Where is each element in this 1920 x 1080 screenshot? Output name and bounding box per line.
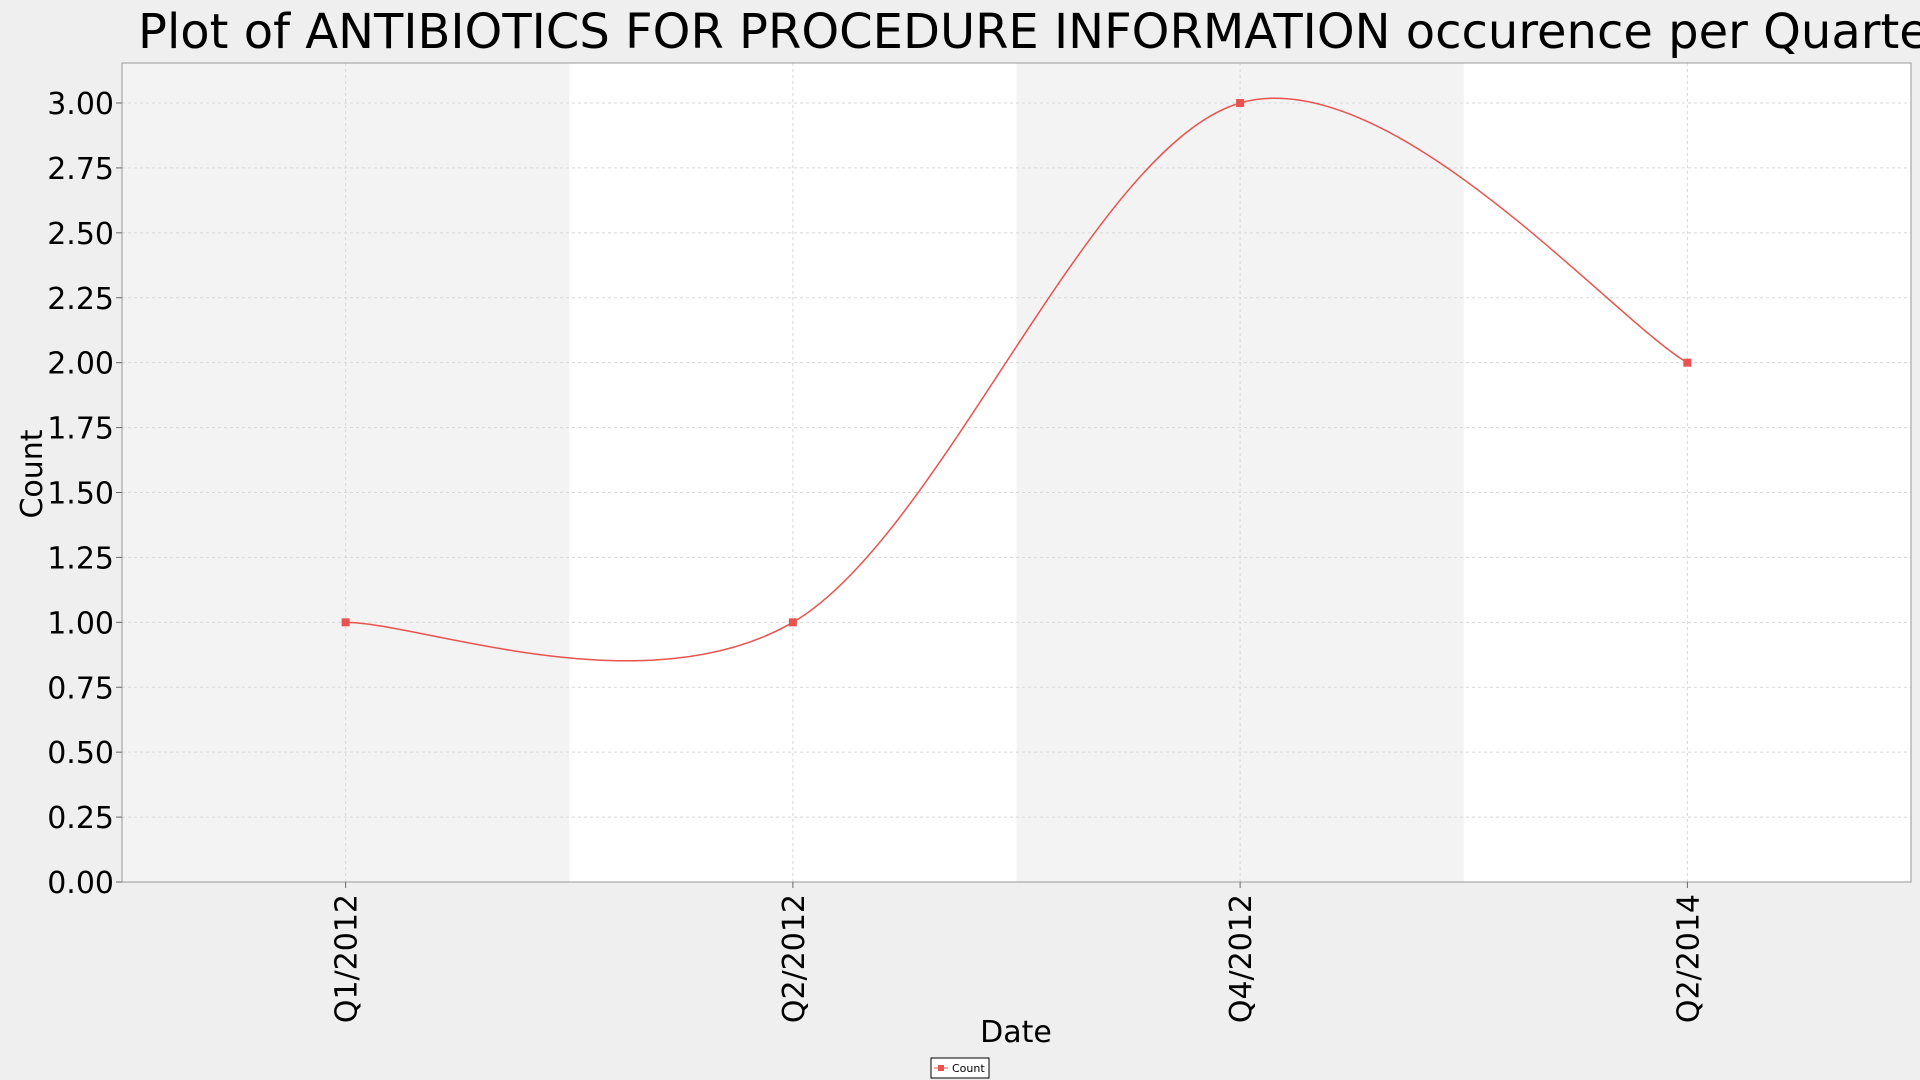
data-point-marker <box>788 618 797 627</box>
y-tick-label: 1.50 <box>47 477 114 512</box>
series-line-count <box>345 97 1688 662</box>
y-tick-label: 2.25 <box>47 282 114 317</box>
y-tick-label: 0.00 <box>47 866 114 901</box>
legend-box <box>930 1057 990 1079</box>
y-tick-label: 2.75 <box>47 152 114 187</box>
data-point-marker <box>1236 99 1245 107</box>
data-point-marker <box>1683 358 1692 367</box>
plot-border <box>121 62 1912 883</box>
legend-marker <box>938 1065 944 1071</box>
y-tick-label: 2.00 <box>47 347 114 382</box>
y-tick-label: 0.75 <box>47 671 114 706</box>
series-layer <box>341 97 1692 662</box>
y-axis-ticks: 0.00 0.25 0.50 0.75 1.00 1.25 1.50 1.75 2.00 2.25… <box>47 87 122 901</box>
data-point-marker <box>341 618 350 627</box>
plot-bands <box>122 63 1911 882</box>
y-tick-label: 0.25 <box>47 801 114 836</box>
y-tick-label: 3.00 <box>47 87 114 122</box>
x-tick-label: Q2/2014 <box>1671 894 1706 1023</box>
x-tick-label: Q2/2012 <box>777 894 812 1023</box>
x-tick-label: Q1/2012 <box>330 894 365 1023</box>
x-tick-label: Q4/2012 <box>1224 894 1259 1023</box>
legend-label-count: Count <box>952 1062 985 1075</box>
chart-title: Plot of ANTIBIOTICS FOR PROCEDURE INFORM… <box>138 4 1920 60</box>
y-tick-label: 1.25 <box>47 541 114 576</box>
y-tick-label: 1.00 <box>47 606 114 641</box>
x-axis-title: Date <box>980 1015 1052 1050</box>
legend: Count <box>930 1057 990 1079</box>
x-axis-ticks: Q1/2012 Q2/2012 Q4/2012 Q2/2014 <box>330 882 1706 1023</box>
y-tick-label: 0.50 <box>47 736 114 771</box>
y-axis-title: Count <box>15 429 50 518</box>
y-tick-label: 2.50 <box>47 217 114 252</box>
y-tick-label: 1.75 <box>47 412 114 447</box>
